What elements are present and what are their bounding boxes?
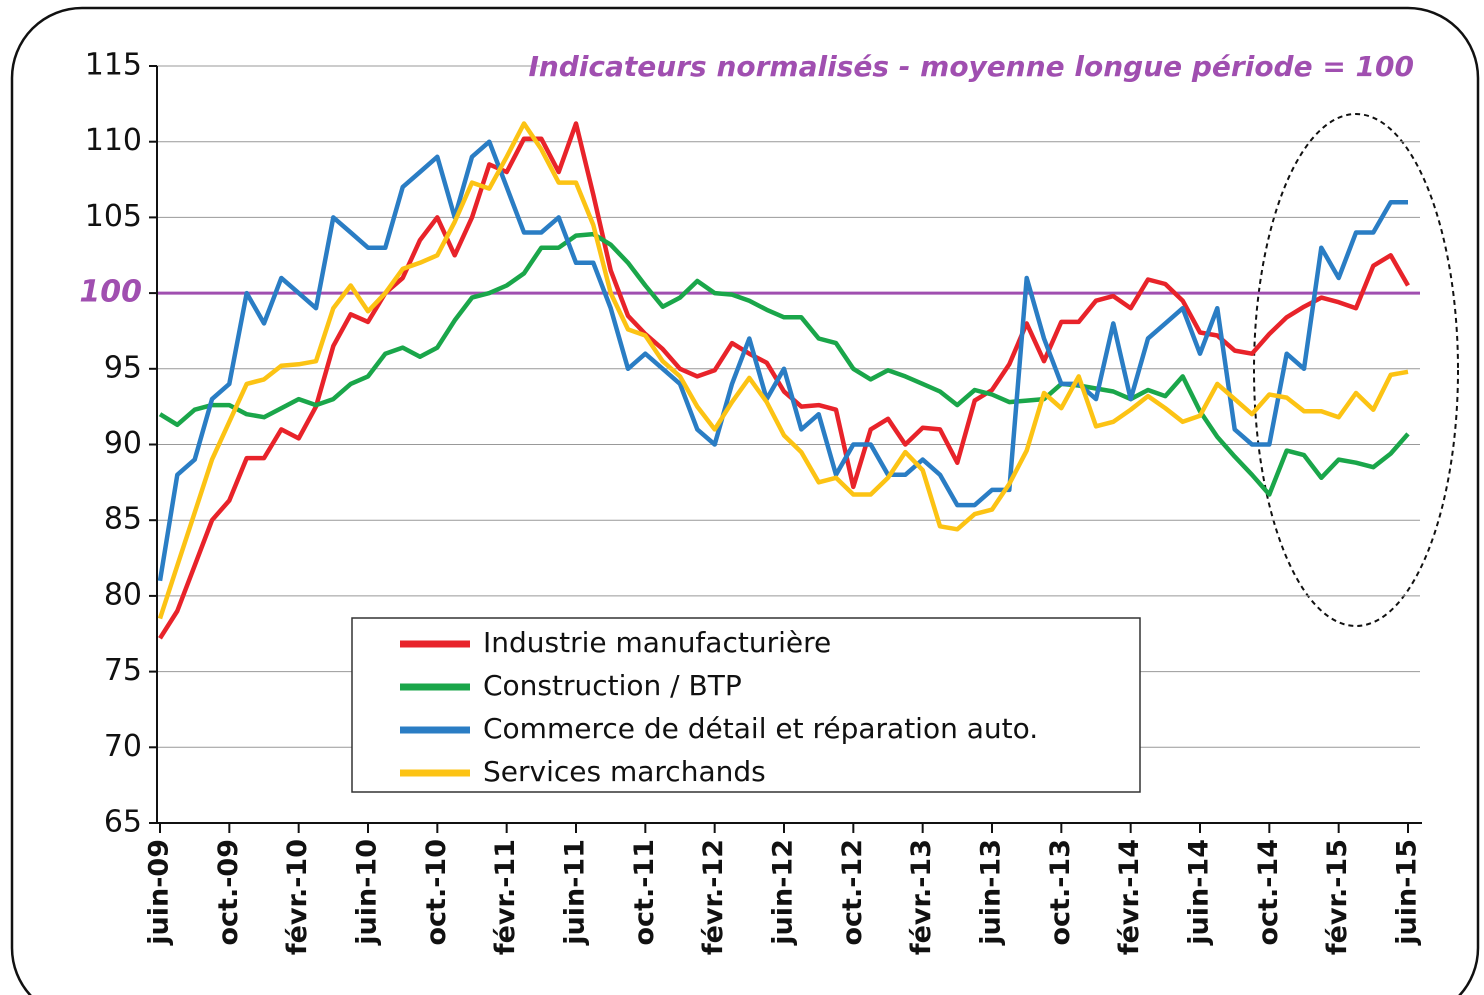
- series-line: [158, 121, 1410, 640]
- highlight-ellipse: [1253, 113, 1459, 627]
- x-tick-label: juin-14: [1184, 839, 1215, 946]
- x-tick-label: févr.-13: [906, 839, 937, 955]
- x-tick-label: févr.-15: [1322, 839, 1353, 955]
- frame: [10, 6, 1480, 995]
- legend-label: Services marchands: [483, 755, 766, 788]
- annotation-bg: [540, 50, 1420, 84]
- x-tick-label: juin-12: [768, 839, 799, 946]
- y-tick-label: 95: [104, 350, 142, 385]
- legend-box: [351, 617, 1141, 793]
- legend-label: Industrie manufacturière: [483, 626, 831, 659]
- x-tick-label: oct.-12: [837, 839, 868, 946]
- x-tick-label: juin-09: [144, 839, 175, 946]
- y-tick-label: 65: [104, 805, 142, 840]
- y-tick-label: 85: [104, 502, 142, 537]
- x-tick-label: févr.-10: [282, 839, 313, 955]
- x-tick-label: juin-11: [560, 839, 591, 946]
- y-tick-label: 70: [104, 729, 142, 764]
- x-tick-label: févr.-12: [698, 839, 729, 955]
- y-tick-label: 115: [85, 48, 142, 83]
- y-tick-label: 90: [104, 426, 142, 461]
- x-tick-label: oct.-14: [1253, 839, 1284, 946]
- y-tick-label: 75: [104, 653, 142, 688]
- grid: 65 70 75 80 85 90 95 100 105 110 115 juin-09 oct.-09…: [79, 48, 1422, 956]
- y-tick-label: 110: [85, 123, 142, 158]
- x-tick-label: oct.-13: [1045, 839, 1076, 946]
- plot: [157, 121, 1410, 640]
- series-line: [157, 121, 1409, 620]
- x-tick-label: févr.-14: [1114, 839, 1145, 955]
- x-tick-label: juin-10: [352, 839, 383, 946]
- annotation: Indicateurs normalisés - moyenne longue …: [528, 50, 1414, 83]
- y-tick-label: 105: [85, 199, 142, 234]
- x-tick-label: févr.-11: [490, 839, 521, 955]
- legend-label: Construction / BTP: [483, 669, 742, 702]
- x-tick-label: oct.-09: [213, 839, 244, 946]
- x-tick-label: oct.-11: [629, 839, 660, 946]
- legend-label: Commerce de détail et réparation auto.: [483, 712, 1038, 745]
- x-tick-label: oct.-10: [421, 839, 452, 946]
- series-line: [158, 231, 1410, 497]
- x-tick-label: juin-13: [976, 839, 1007, 946]
- x-tick-label: juin-15: [1392, 839, 1423, 946]
- legend: Industrie manufacturière Construction / B…: [351, 617, 1141, 793]
- y-tick-label: 100: [79, 275, 142, 310]
- series-line: [157, 139, 1408, 582]
- y-tick-label: 80: [104, 577, 142, 612]
